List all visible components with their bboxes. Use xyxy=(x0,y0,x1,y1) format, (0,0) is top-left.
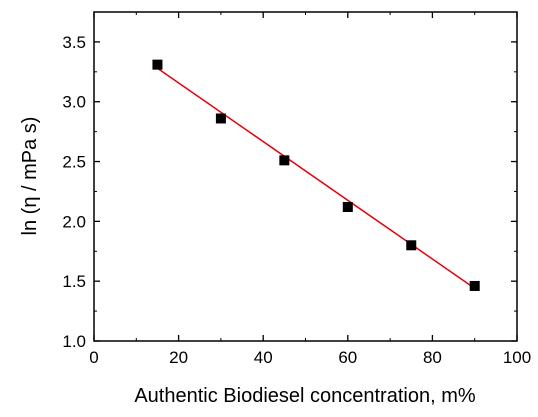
data-points xyxy=(152,59,480,291)
x-tick-label: 60 xyxy=(338,348,357,367)
y-axis-ticks: 1.0 1.5 2.0 2.5 3.0 3.5 xyxy=(62,33,517,351)
data-point-square xyxy=(469,280,480,291)
x-tick-label: 0 xyxy=(89,348,98,367)
data-point-square xyxy=(342,202,353,213)
x-tick-label: 20 xyxy=(169,348,188,367)
data-point-square xyxy=(279,155,290,166)
data-point-square xyxy=(406,240,417,251)
y-tick-label: 3.0 xyxy=(62,93,86,112)
y-tick-label: 2.0 xyxy=(62,212,86,231)
data-point-square xyxy=(215,113,226,124)
y-tick-label: 1.5 xyxy=(62,272,86,291)
x-tick-label: 40 xyxy=(254,348,273,367)
y-tick-label: 3.5 xyxy=(62,33,86,52)
data-point-square xyxy=(152,59,163,70)
x-axis-title: Authentic Biodiesel concentration, m% xyxy=(134,385,476,407)
x-tick-label: 80 xyxy=(423,348,442,367)
linear-fit-line xyxy=(157,67,476,289)
y-axis-title: ln (η / mPa s) xyxy=(19,117,41,236)
fit-lines xyxy=(157,67,476,289)
y-tick-label: 2.5 xyxy=(62,153,86,172)
x-axis-ticks: 0 20 40 60 80 100 xyxy=(89,12,531,367)
y-tick-label: 1.0 xyxy=(62,332,86,351)
x-tick-label: 100 xyxy=(503,348,531,367)
